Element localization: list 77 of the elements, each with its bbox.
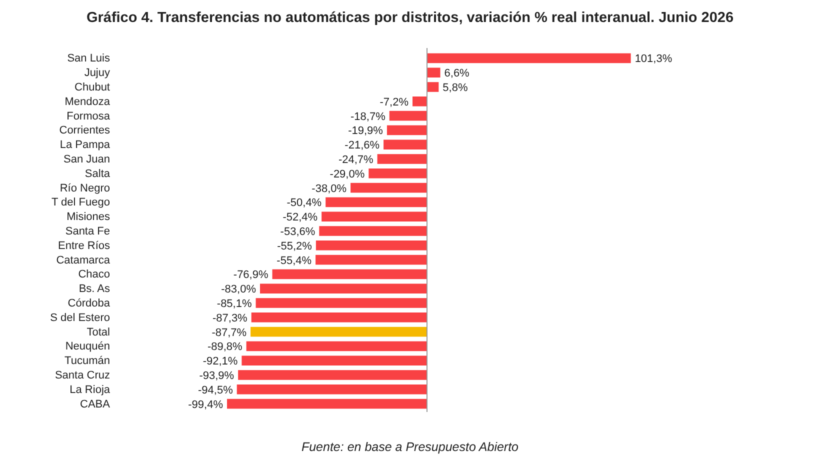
y-tick-label: Salta [84, 168, 111, 180]
y-tick-label: La Pampa [60, 139, 111, 152]
y-tick-label: T del Fuego [51, 196, 110, 209]
bar [246, 341, 427, 352]
bar [238, 370, 427, 380]
y-tick-label: Catamarca [56, 254, 111, 266]
data-label: 6,6% [444, 68, 470, 80]
data-label: -76,9% [233, 269, 268, 282]
y-tick-label: La Rioja [70, 384, 111, 396]
bar [242, 356, 427, 366]
data-label: -89,8% [207, 341, 243, 354]
bar [412, 96, 427, 106]
data-label: -87,3% [212, 312, 248, 324]
y-tick-label: Mendoza [64, 96, 111, 108]
bar [227, 398, 427, 409]
bar [427, 82, 439, 92]
y-tick-label: Santa Cruz [54, 370, 110, 382]
y-tick-label: Neuquén [65, 340, 110, 353]
bar [350, 182, 427, 193]
data-label: -24,7% [338, 154, 374, 166]
chart-title: Gráfico 4. Transferencias no automáticas por distritos, variación % real interanual. Junio 2026 [86, 10, 734, 26]
y-tick-label: Chaco [78, 268, 110, 281]
bar [251, 312, 427, 322]
data-label: -55,4% [276, 254, 312, 267]
y-tick-label: Total [86, 326, 110, 338]
y-tick-label: Corrientes [59, 124, 110, 137]
bar [427, 68, 440, 78]
bar [389, 110, 427, 121]
y-tick-label: Bs. As [78, 283, 110, 296]
bar [377, 154, 427, 164]
y-tick-label: Formosa [66, 110, 111, 122]
bar [272, 269, 427, 280]
bar [384, 140, 427, 150]
y-tick-label: San Juan [64, 154, 110, 166]
y-tick-label: S del Estero [50, 312, 110, 324]
data-label: -29,0% [330, 168, 365, 180]
bar [386, 125, 427, 136]
bar [260, 284, 427, 294]
data-label: -93,9% [199, 370, 234, 382]
y-tick-label: Córdoba [68, 298, 111, 310]
y-tick-label: Río Negro [60, 182, 110, 194]
bar [250, 326, 427, 337]
data-label: -21,6% [344, 140, 380, 152]
data-label: -99,4% [188, 398, 224, 411]
y-tick-label: Santa Fe [65, 226, 110, 238]
data-label: -50,4% [286, 197, 322, 210]
data-label: -18,7% [350, 110, 386, 123]
bar [316, 240, 427, 250]
data-label: -87,7% [212, 326, 247, 339]
y-tick-label: Misiones [66, 211, 110, 224]
bar [322, 212, 427, 222]
data-label: -94,5% [198, 384, 234, 396]
data-label: 101,3% [634, 53, 672, 66]
y-tick-label: San Luis [67, 52, 110, 65]
data-label: -92,1% [202, 356, 238, 368]
data-label: -19,9% [348, 125, 384, 138]
y-tick-label: Chubut [74, 82, 110, 94]
bar [236, 384, 427, 394]
data-label: -7,2% [380, 96, 409, 108]
source-note: Fuente: en base a Presupuesto Abierto [301, 440, 519, 454]
bar [427, 53, 631, 64]
data-label: -83,0% [221, 284, 256, 296]
bar [319, 226, 427, 236]
data-label: -53,6% [280, 226, 316, 238]
data-label: -38,0% [312, 182, 347, 195]
y-tick-label: CABA [80, 398, 111, 410]
bar [256, 298, 427, 308]
y-tick-label: Tucumán [64, 355, 110, 368]
data-label: -52,4% [282, 212, 318, 224]
bar [316, 254, 427, 265]
data-label: 5,8% [442, 82, 468, 94]
data-label: -85,1% [216, 298, 252, 310]
y-tick-label: Entre Ríos [58, 240, 110, 252]
data-label: -55,2% [277, 240, 312, 252]
y-tick-label: Jujuy [84, 67, 110, 80]
bar [326, 197, 427, 208]
bar [368, 168, 427, 178]
